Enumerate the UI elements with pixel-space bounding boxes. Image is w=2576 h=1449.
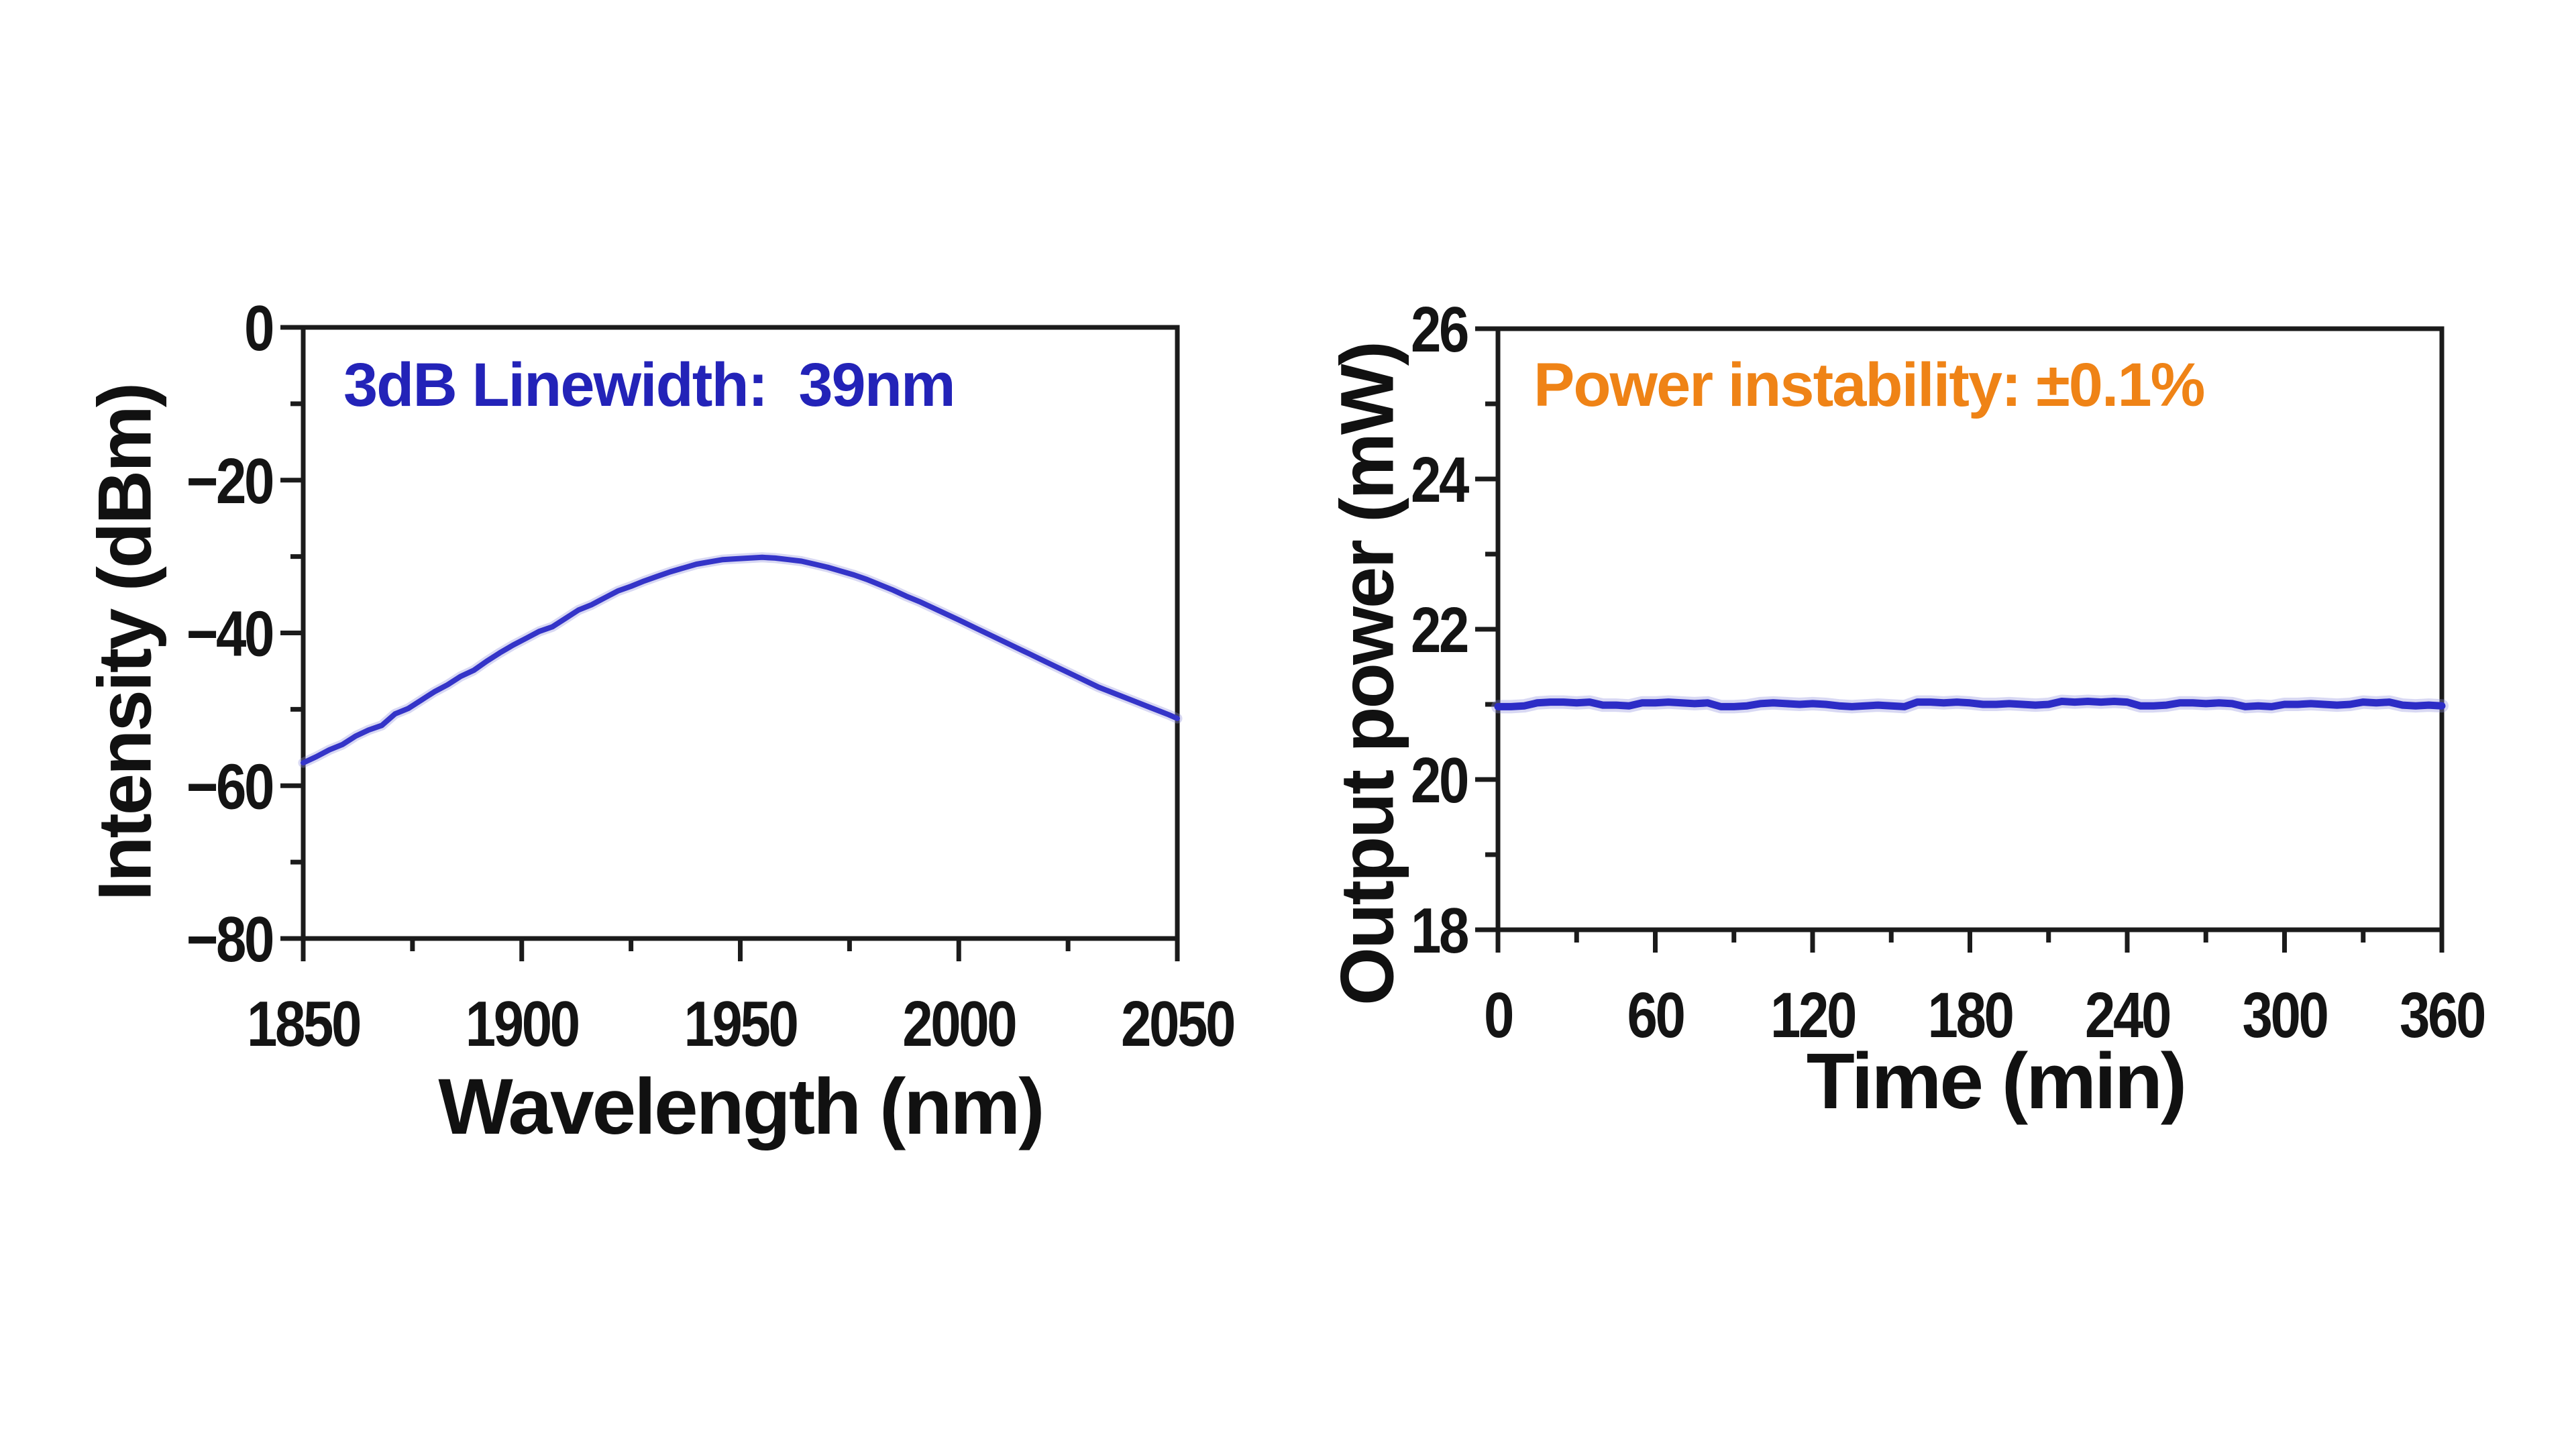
left-y-axis-title: Intensity (dBm) xyxy=(83,384,167,902)
y-tick-label: 0 xyxy=(244,292,272,364)
x-tick-label: 300 xyxy=(2243,979,2327,1051)
output_power-curve xyxy=(1494,698,2446,710)
y-tick-label: −80 xyxy=(186,903,272,975)
power-instability-annotation: Power instability: ±0.1% xyxy=(1534,351,2205,419)
y-tick-label: −20 xyxy=(186,444,272,517)
y-tick-label: 24 xyxy=(1411,443,1470,516)
spectrum-curve xyxy=(301,554,1180,766)
x-tick-label: 360 xyxy=(2400,979,2484,1051)
x-tick-label: 1900 xyxy=(466,987,578,1060)
y-tick-label: 22 xyxy=(1411,594,1467,666)
x-tick-label: 120 xyxy=(1770,979,1855,1051)
x-tick-label: 1950 xyxy=(684,987,797,1060)
left-x-axis-title: Wavelength (nm) xyxy=(438,1063,1044,1151)
y-tick-label: 20 xyxy=(1411,744,1467,816)
y-tick-label: 18 xyxy=(1411,894,1468,967)
y-tick-label: −60 xyxy=(186,750,272,822)
right-x-axis-title: Time (min) xyxy=(1806,1037,2187,1126)
x-tick-label: 0 xyxy=(1484,979,1512,1051)
linewidth-annotation: 3dB Linewidth: 39nm xyxy=(343,351,956,419)
right-y-axis-title: Output power (mW) xyxy=(1325,343,1409,1006)
y-tick-label: 26 xyxy=(1411,293,1468,366)
x-tick-label: 1850 xyxy=(247,987,360,1060)
x-tick-label: 2000 xyxy=(902,987,1015,1060)
x-tick-label: 240 xyxy=(2085,979,2169,1051)
x-tick-label: 60 xyxy=(1627,979,1684,1051)
x-tick-label: 180 xyxy=(1928,979,2012,1051)
y-tick-label: −40 xyxy=(186,597,272,669)
x-tick-label: 2050 xyxy=(1121,987,1234,1060)
